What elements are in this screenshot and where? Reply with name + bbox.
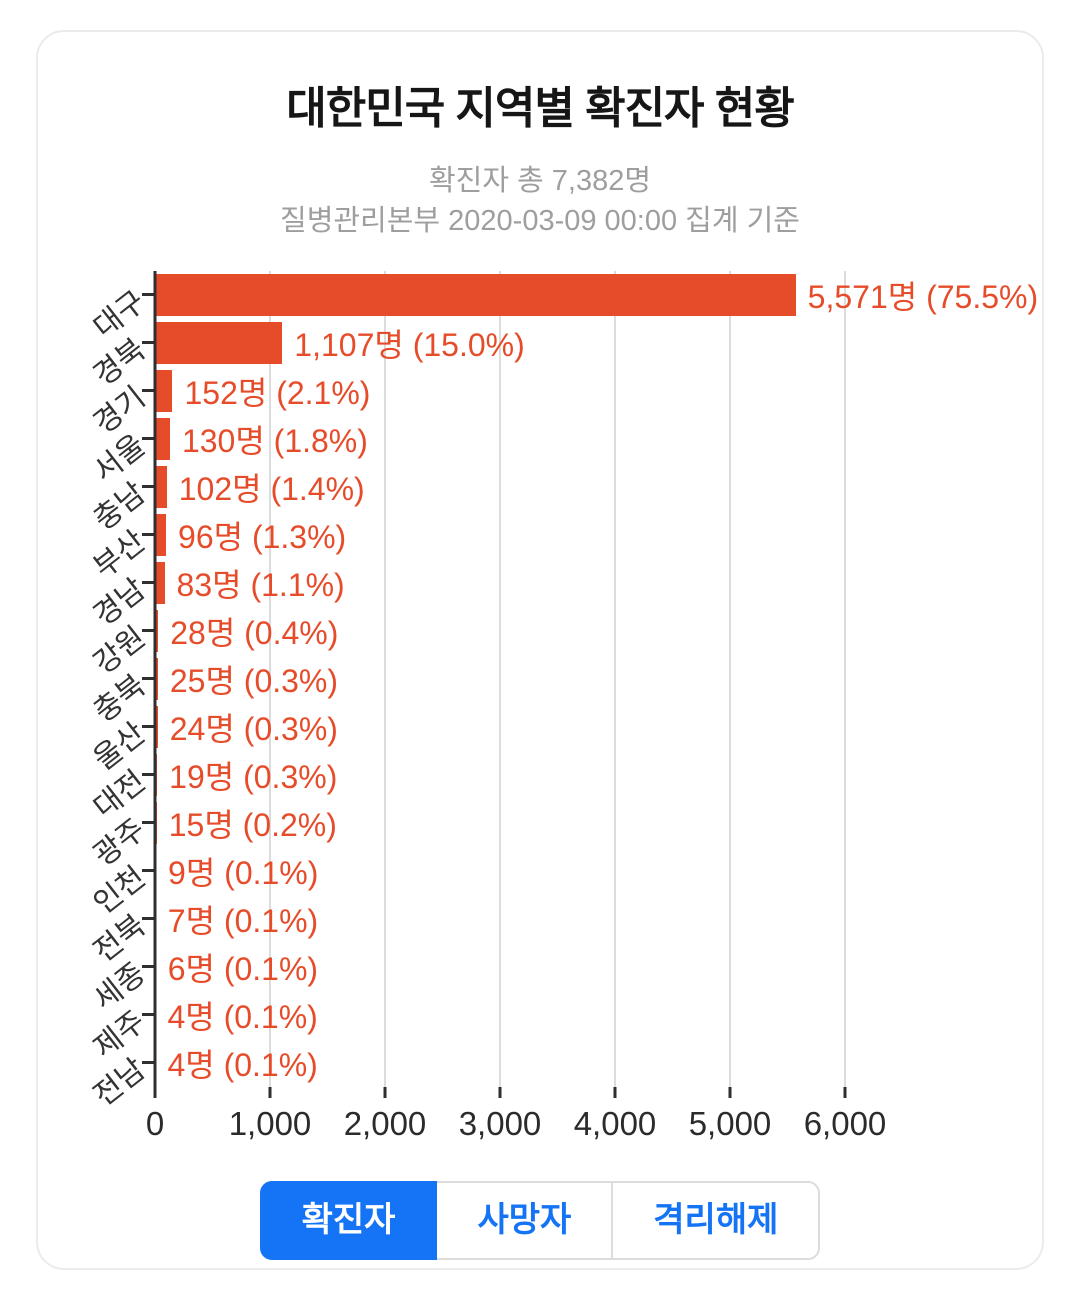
gridline-5000 [729, 270, 731, 1087]
x-axis-label-2000: 2,000 [343, 1104, 427, 1142]
chart-plot-area[interactable]: 5,571명 (75.5%) 1,107명 (15.0%) 152명 (2.1%) 1… [87, 270, 1038, 1112]
bar-value-label: 1,107명 (15.0%) [294, 326, 525, 363]
series-toggle-group: 확진자 사망자 격리해제 [38, 1180, 1042, 1261]
gridline-3000 [499, 270, 501, 1087]
bar-row: 24명 (0.3%) [155, 703, 845, 751]
y-axis-tick [142, 917, 155, 921]
y-axis-tick [142, 581, 155, 585]
y-axis-tick [142, 1013, 155, 1017]
x-axis-tick [843, 1086, 847, 1098]
x-axis-tick [268, 1086, 272, 1098]
bar-value-label: 7명 (0.1%) [167, 902, 319, 939]
gridline-4000 [614, 270, 616, 1087]
bar-value-label: 102명 (1.4%) [178, 470, 365, 507]
x-axis-label-5000: 5,000 [688, 1104, 772, 1142]
bar-row: 130명 (1.8%) [155, 415, 845, 463]
bar-row: 15명 (0.2%) [155, 799, 845, 847]
x-axis-tick [728, 1086, 732, 1098]
y-axis-tick [142, 965, 155, 969]
category-label-전남: 전남 [87, 1052, 152, 1113]
bar-row: 1,107명 (15.0%) [155, 319, 845, 367]
bar-value-label: 25명 (0.3%) [169, 662, 339, 699]
bar-row: 4명 (0.1%) [155, 1039, 845, 1087]
chart-card: 대한민국 지역별 확진자 현황 확진자 총 7,382명 질병관리본부 2020… [36, 30, 1044, 1270]
bar-부산[interactable] [155, 513, 167, 556]
y-axis-tick [142, 677, 155, 681]
bar-row: 25명 (0.3%) [155, 655, 845, 703]
x-axis: 0 1,000 2,000 3,000 4,000 5,000 6,000 [146, 1086, 886, 1161]
bar-row: 28명 (0.4%) [155, 607, 845, 655]
bar-row: 152명 (2.1%) [155, 367, 845, 415]
gridline-1000 [269, 270, 271, 1087]
tab-deaths[interactable]: 사망자 [435, 1180, 614, 1261]
bar-row: 7명 (0.1%) [155, 895, 845, 943]
x-axis-label-0: 0 [145, 1104, 165, 1142]
bar-서울[interactable] [155, 417, 170, 460]
bar-경남[interactable] [155, 561, 165, 604]
bar-value-label: 83명 (1.1%) [176, 566, 345, 603]
bar-row: 9명 (0.1%) [155, 847, 845, 895]
x-axis-tick [383, 1086, 387, 1098]
bar-value-label: 152명 (2.1%) [184, 374, 371, 411]
bar-value-label: 96명 (1.3%) [178, 518, 347, 555]
y-axis-tick [142, 1061, 155, 1065]
bar-value-label: 6명 (0.1%) [167, 950, 319, 987]
tab-released[interactable]: 격리해제 [611, 1180, 821, 1261]
x-axis-tick [498, 1086, 502, 1098]
bar-강원[interactable] [155, 609, 159, 652]
bar-row: 19명 (0.3%) [155, 751, 845, 799]
x-axis-label-1000: 1,000 [228, 1104, 312, 1142]
bar-row: 5,571명 (75.5%) [155, 271, 1038, 319]
y-axis-tick [142, 293, 155, 297]
bar-대구[interactable] [155, 273, 796, 316]
y-axis-tick [142, 485, 155, 489]
y-axis-tick [142, 725, 155, 729]
bar-chart: 5,571명 (75.5%) 1,107명 (15.0%) 152명 (2.1%) 1… [87, 270, 1042, 1112]
bar-value-label: 4명 (0.1%) [167, 1046, 318, 1083]
y-axis-tick [142, 533, 155, 537]
y-axis-tick [142, 821, 155, 825]
chart-subtitle-total: 확진자 총 7,382명 [428, 164, 652, 197]
y-axis-tick [142, 389, 155, 393]
y-axis-tick [142, 869, 155, 873]
bar-row: 102명 (1.4%) [155, 463, 845, 511]
bar-value-label: 130명 (1.8%) [181, 422, 368, 459]
bar-rows: 5,571명 (75.5%) 1,107명 (15.0%) 152명 (2.1%) 1… [155, 271, 1038, 1087]
gridline-2000 [384, 270, 386, 1087]
x-axis-label-4000: 4,000 [573, 1104, 657, 1142]
x-axis-label-3000: 3,000 [458, 1104, 542, 1142]
y-axis-tick [142, 341, 155, 345]
bar-row: 96명 (1.3%) [155, 511, 845, 559]
y-axis-tick [142, 773, 155, 777]
bar-충남[interactable] [155, 465, 167, 508]
bar-row: 6명 (0.1%) [155, 943, 845, 991]
bar-value-label: 19명 (0.3%) [169, 758, 338, 795]
y-axis-tick [142, 629, 155, 633]
bar-value-label: 28명 (0.4%) [170, 614, 339, 651]
bar-value-label: 15명 (0.2%) [168, 806, 337, 843]
bar-row: 83명 (1.1%) [155, 559, 845, 607]
chart-subtitle-source: 질병관리본부 2020-03-09 00:00 집계 기준 [280, 204, 800, 237]
bar-value-label: 4명 (0.1%) [167, 998, 318, 1035]
y-axis-tick [142, 437, 155, 441]
bar-row: 4명 (0.1%) [155, 991, 845, 1039]
x-axis-tick [153, 1086, 157, 1098]
bar-value-label: 5,571명 (75.5%) [807, 278, 1039, 315]
chart-title: 대한민국 지역별 확진자 현황 [286, 84, 794, 133]
bar-value-label: 9명 (0.1%) [168, 854, 319, 891]
y-axis-line [153, 270, 157, 1087]
gridline-6000 [844, 270, 846, 1087]
bar-경북[interactable] [155, 321, 283, 364]
x-axis-label-6000: 6,000 [803, 1104, 887, 1142]
bar-value-label: 24명 (0.3%) [169, 710, 338, 747]
x-axis-tick [613, 1086, 617, 1098]
bar-경기[interactable] [155, 369, 173, 412]
tab-confirmed[interactable]: 확진자 [259, 1180, 438, 1261]
